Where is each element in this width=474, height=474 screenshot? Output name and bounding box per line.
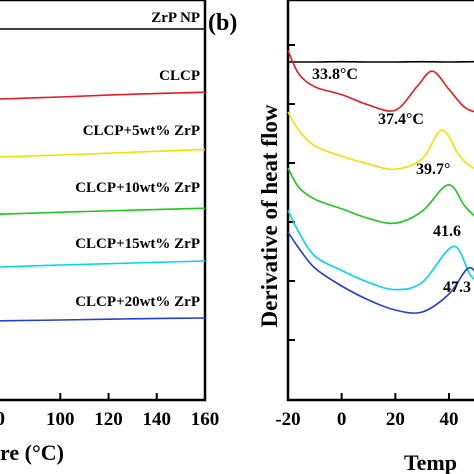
panel-a-x-tick-label: 120 — [94, 409, 123, 430]
panel-a-ticks: 100 120 140 160 — [46, 393, 219, 430]
panel-b-axis-frame — [286, 0, 474, 402]
panel-a-x-tick-label: 160 — [191, 409, 220, 430]
panel-a-line-clcp-15wt-zrp — [0, 260, 206, 268]
panel-a-legend-clcp: CLCP — [159, 68, 200, 84]
panel-b-annotation-2: 37.4°C — [378, 111, 424, 128]
panel-b-x-tick-label: 40 — [440, 409, 459, 430]
panel-a-legend-clcp-10: CLCP+10wt% ZrP — [75, 180, 200, 196]
panel-a-x-tick-partial: 0 — [0, 408, 5, 430]
panel-b-line-5 — [287, 210, 474, 291]
panel-b: (b) Derivative of heat flow -20 0 20 40 33.… — [208, 0, 474, 474]
panel-b-x-tick-label: -20 — [275, 409, 300, 430]
panel-a-line-clcp — [0, 91, 206, 100]
panel-a-axis-frame — [0, 0, 207, 402]
panel-b-x-tick-label: 20 — [386, 409, 405, 430]
panel-a-x-tick-label: 100 — [46, 409, 75, 430]
panel-a-line-clcp-5wt-zrp — [0, 148, 206, 158]
panel-b-y-ticks — [288, 44, 295, 341]
panel-a-legend-zrp-np: ZrP NP — [151, 10, 200, 26]
panel-a-series-group — [0, 28, 206, 322]
panel-a-x-tick-label: 140 — [143, 409, 172, 430]
panel-a-line-clcp-10wt-zrp — [0, 207, 206, 215]
panel-a-x-axis-label: re (°C) — [0, 440, 64, 465]
panel-b-line-4 — [287, 167, 474, 225]
panel-a: 100 120 140 160 ZrP NP CLCP CLCP+5wt% ZrP C… — [0, 0, 219, 465]
panel-b-x-ticks: -20 0 20 40 — [275, 393, 459, 430]
panel-b-line-6 — [287, 231, 474, 314]
panel-b-annotation-1: 33.8°C — [312, 66, 358, 83]
panel-a-line-clcp-20wt-zrp — [0, 317, 206, 322]
panel-b-line-2 — [287, 50, 474, 113]
panel-a-legend-clcp-5: CLCP+5wt% ZrP — [83, 123, 200, 139]
panel-a-legend-clcp-15: CLCP+15wt% ZrP — [75, 236, 200, 252]
panel-b-x-tick-label: 0 — [337, 409, 347, 430]
panel-b-series-group — [287, 50, 474, 314]
panel-b-label: (b) — [208, 10, 237, 36]
panel-b-annotation-4: 41.6 — [433, 223, 461, 240]
panel-b-y-axis-label: Derivative of heat flow — [257, 104, 282, 327]
panel-a-legend-clcp-20: CLCP+20wt% ZrP — [75, 294, 200, 310]
panel-b-x-axis-label: Temp — [404, 450, 457, 474]
panel-b-annotation-5: 47.3 — [443, 279, 471, 296]
panel-b-annotation-3: 39.7° — [416, 161, 450, 178]
panel-b-line-3 — [287, 111, 474, 171]
